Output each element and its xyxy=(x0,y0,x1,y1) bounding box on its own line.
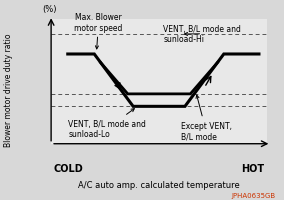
Text: Blower motor drive duty ratio: Blower motor drive duty ratio xyxy=(4,34,13,146)
Text: VENT, B/L mode and
sunload-Hi: VENT, B/L mode and sunload-Hi xyxy=(163,25,241,44)
Text: Max. Blower
motor speed: Max. Blower motor speed xyxy=(74,13,123,50)
Text: COLD: COLD xyxy=(54,163,84,173)
Text: (%): (%) xyxy=(43,5,57,14)
Text: JPHA0635GB: JPHA0635GB xyxy=(231,192,275,198)
Text: HOT: HOT xyxy=(241,163,264,173)
Text: Except VENT,
B/L mode: Except VENT, B/L mode xyxy=(181,96,232,141)
Text: VENT, B/L mode and
sunload-Lo: VENT, B/L mode and sunload-Lo xyxy=(68,109,146,139)
Text: A/C auto amp. calculated temperature: A/C auto amp. calculated temperature xyxy=(78,180,240,189)
